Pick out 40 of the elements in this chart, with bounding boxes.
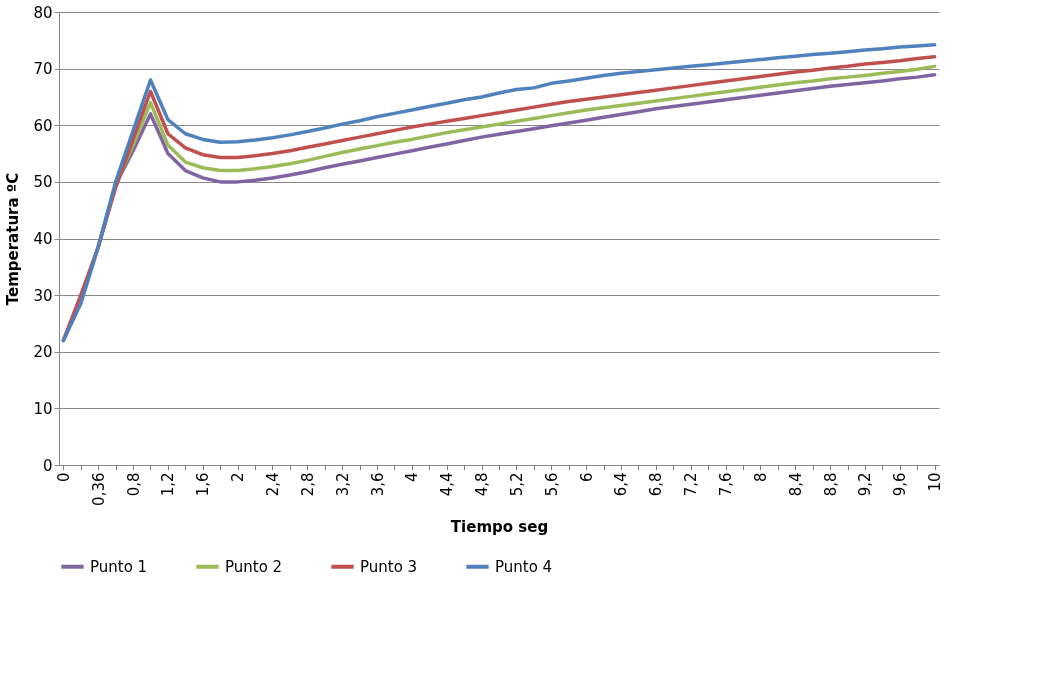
x-tick-label: 9,6 (891, 472, 910, 497)
y-tick-label: 80 (33, 3, 53, 22)
x-tick-label: 7,6 (717, 472, 736, 497)
x-tick-label: 8,4 (786, 472, 805, 497)
legend-label: Punto 2 (225, 557, 283, 576)
legend-label: Punto 1 (90, 557, 148, 576)
x-tick-label: 4 (403, 472, 422, 483)
x-tick-label: 3,6 (368, 472, 387, 497)
x-tick-label: 1,6 (194, 472, 213, 497)
x-tick-label: 3,2 (333, 472, 352, 497)
x-tick-label: 10 (926, 472, 945, 492)
x-tick-label: 4,4 (438, 472, 457, 497)
y-tick-label: 60 (33, 116, 53, 135)
legend-label: Punto 4 (495, 557, 553, 576)
x-axis-title: Tiempo seg (450, 517, 549, 536)
x-tick-label: 1,2 (159, 472, 178, 497)
y-tick-label: 10 (33, 399, 53, 418)
y-tick-label: 70 (33, 60, 53, 79)
y-tick-label: 40 (33, 230, 53, 248)
y-axis-title: Temperatura ºC (4, 172, 23, 306)
x-tick-label: 0,8 (124, 472, 143, 497)
x-tick-label: 6 (577, 472, 596, 483)
y-tick-label: 20 (33, 343, 53, 362)
x-tick-label: 0,36 (89, 472, 108, 506)
x-tick-label: 5,6 (542, 472, 561, 497)
x-tick-label: 6,8 (647, 472, 666, 497)
legend-label: Punto 3 (360, 557, 418, 576)
x-tick-label: 0 (54, 472, 73, 483)
x-tick-label: 2 (229, 472, 248, 483)
x-tick-label: 5,2 (507, 472, 526, 497)
x-tick-label: 8,8 (821, 472, 840, 497)
x-tick-label: 4,8 (473, 472, 492, 497)
y-tick-label: 50 (33, 173, 53, 192)
x-tick-label: 2,8 (298, 472, 317, 497)
y-tick-label: 30 (33, 286, 53, 305)
x-tick-label: 6,4 (612, 472, 631, 497)
x-tick-label: 8 (751, 472, 770, 483)
x-tick-label: 9,2 (856, 472, 875, 497)
x-tick-label: 7,2 (682, 472, 701, 497)
x-tick-label: 2,4 (263, 472, 282, 497)
